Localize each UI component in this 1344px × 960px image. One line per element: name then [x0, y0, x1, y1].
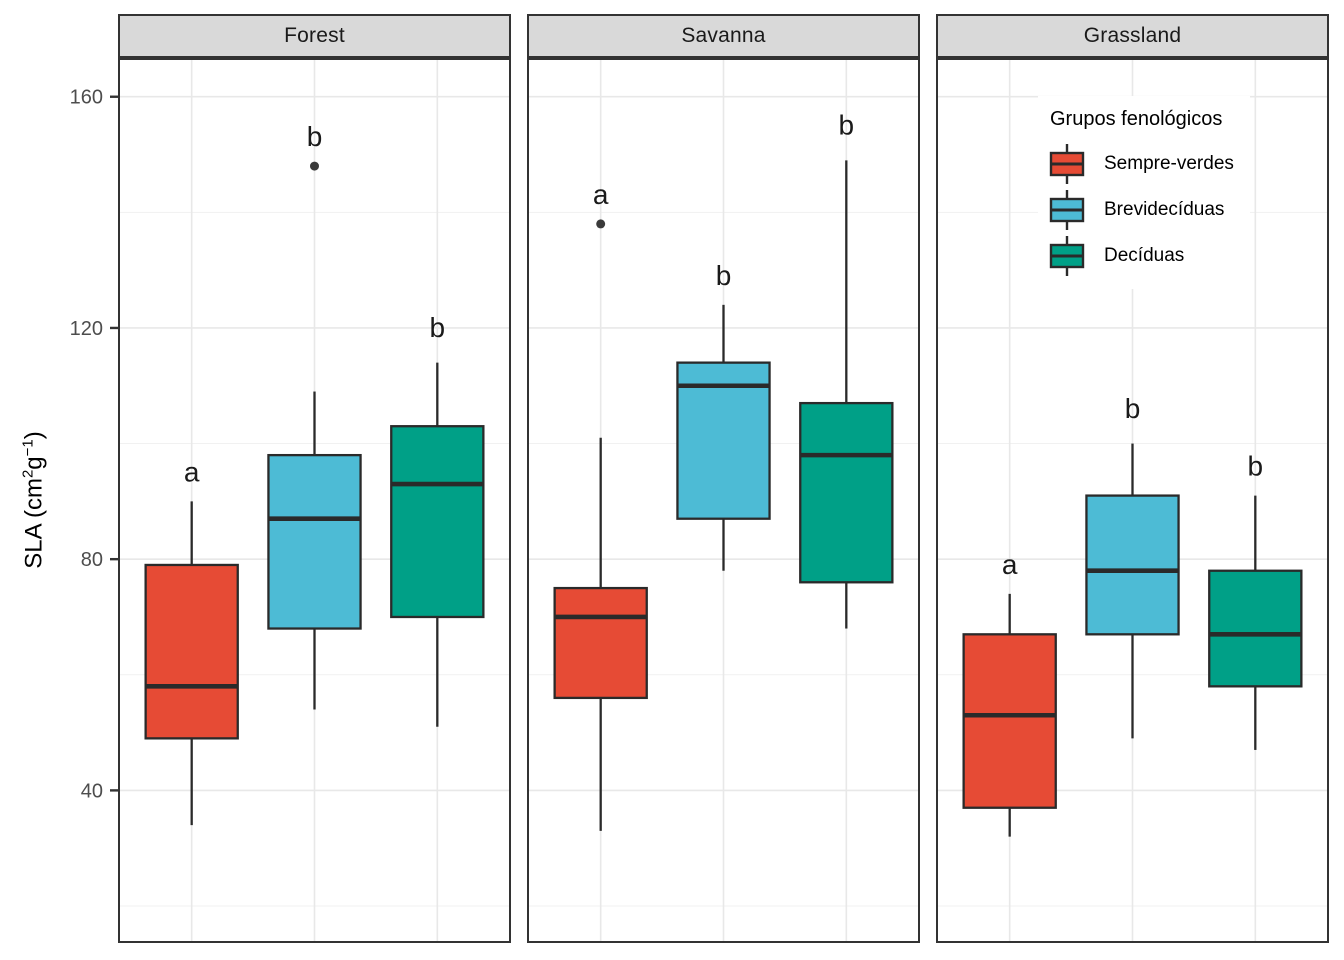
legend-item-1: Sempre-verdes	[1048, 141, 1234, 187]
legend-item-label: Brevidecíduas	[1104, 199, 1225, 220]
boxplot-grassland-3-significance-letter: b	[1248, 451, 1264, 482]
boxplot-grassland-3-box	[1208, 569, 1303, 688]
boxplot-savanna-3-significance-letter: b	[839, 110, 855, 141]
legend-item-label: Sempre-verdes	[1104, 153, 1234, 174]
facet-forest: Forest a b b	[118, 14, 511, 943]
boxplot-forest-1-significance-letter: a	[184, 456, 200, 487]
boxplot-savanna-3-box	[799, 401, 894, 584]
y-tick-label: 80	[81, 549, 103, 571]
legend: Grupos fenológicos Sempre-verdes Brevidec…	[1038, 96, 1250, 289]
boxplot-forest-1-box	[144, 563, 239, 740]
facet-panel-forest: a b b	[118, 58, 511, 943]
boxplot-savanna-1-box	[553, 586, 648, 700]
boxplot-grassland-2-box	[1085, 494, 1180, 636]
boxplot-savanna-2-box	[676, 361, 771, 520]
boxplot-grassland-1-box	[962, 633, 1057, 809]
legend-title: Grupos fenológicos	[1050, 108, 1223, 130]
boxplot-forest-2-significance-letter: b	[307, 121, 323, 152]
facet-strip-label: Savanna	[681, 24, 766, 47]
boxplot-forest-2-box	[267, 453, 362, 630]
legend-item-label: Decíduas	[1104, 245, 1185, 266]
y-axis: 160 120 80 40	[70, 87, 118, 802]
facet-strip-savanna: Savanna	[527, 14, 920, 58]
boxplot-grassland-2-significance-letter: b	[1125, 393, 1141, 424]
legend-key-boxplot-glyph	[1049, 236, 1085, 276]
boxplot-forest-3-significance-letter: b	[430, 312, 446, 343]
y-tick-label: 40	[81, 780, 103, 802]
facet-grassland: Grassland a b b	[936, 14, 1329, 943]
legend-key-boxplot-glyph	[1049, 190, 1085, 230]
panel-border	[118, 58, 511, 943]
y-tick-label: 120	[70, 318, 103, 340]
y-tick-label: 160	[70, 87, 103, 109]
legend-item-3: Decíduas	[1048, 233, 1234, 279]
facet-strip-label: Grassland	[1083, 24, 1182, 47]
facet-strip-forest: Forest	[118, 14, 511, 58]
facet-strip-label: Forest	[284, 24, 345, 47]
boxplot-savanna-2-significance-letter: b	[716, 260, 732, 291]
boxplot-savanna-1-significance-letter: a	[593, 179, 609, 210]
legend-item-2: Brevidecíduas	[1048, 187, 1234, 233]
facet-savanna: Savanna a b b	[527, 14, 920, 943]
boxplot-forest-3-box	[390, 425, 485, 619]
legend-key-boxplot-glyph	[1049, 144, 1085, 184]
facet-strip-grassland: Grassland	[936, 14, 1329, 58]
boxplot-grassland-1-significance-letter: a	[1002, 549, 1018, 580]
panel-border	[936, 58, 1329, 943]
facet-panel-savanna: a b b	[527, 58, 920, 943]
boxplot-forest-2-outlier-point	[310, 161, 319, 171]
legend-items: Sempre-verdes Brevidecíduas Decíduas	[1048, 141, 1234, 279]
facet-panel-grassland: a b b	[936, 58, 1329, 943]
panel-border	[527, 58, 920, 943]
boxplot-savanna-1-outlier-point	[596, 219, 606, 229]
